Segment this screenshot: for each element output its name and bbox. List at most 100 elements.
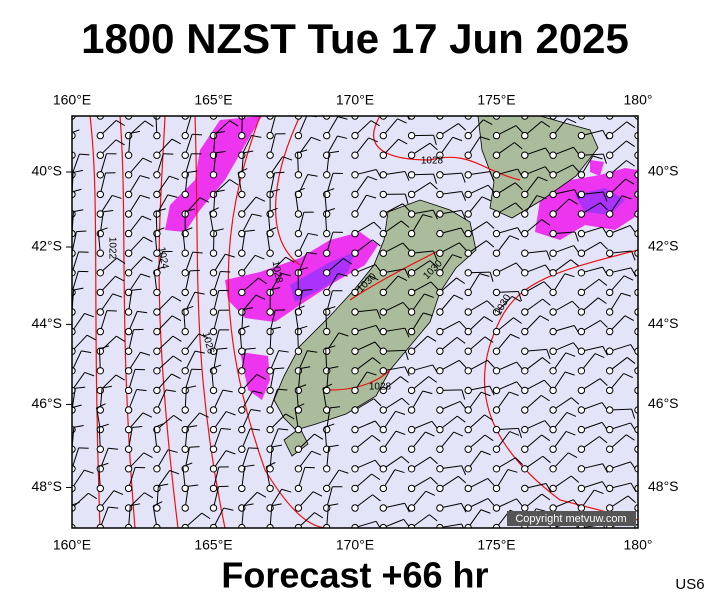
station	[407, 190, 416, 199]
station	[606, 504, 614, 512]
station	[549, 131, 557, 140]
barb-flag	[626, 121, 636, 129]
station	[521, 386, 529, 395]
barb-flag	[314, 512, 324, 519]
station	[521, 171, 529, 179]
station	[124, 347, 133, 355]
barb-flag	[242, 111, 252, 113]
station	[238, 406, 246, 414]
barb-flag	[140, 194, 150, 199]
station	[549, 465, 557, 473]
station	[96, 484, 105, 493]
barb-flag	[312, 491, 323, 497]
barb-flag	[510, 333, 520, 339]
barb-flag	[599, 202, 608, 211]
station	[124, 308, 133, 316]
station	[294, 327, 303, 336]
barb-flag	[429, 142, 438, 151]
barb-flag	[115, 119, 126, 127]
barb-flag	[251, 134, 262, 138]
station	[436, 504, 444, 512]
barb-flag	[329, 150, 340, 154]
station	[436, 347, 444, 355]
barb-flag	[367, 175, 378, 181]
barb-flag	[244, 464, 255, 468]
barb-flag	[429, 260, 438, 268]
barb-flag	[433, 135, 437, 146]
barb-flag	[185, 208, 195, 213]
station	[181, 151, 189, 159]
station	[577, 210, 586, 218]
station	[124, 406, 133, 414]
station	[492, 151, 501, 159]
barb-flag	[371, 473, 381, 481]
barb-flag	[285, 256, 295, 263]
barb-flag	[404, 268, 410, 279]
barb-flag	[461, 465, 467, 476]
lon-label-bottom: 160°E	[53, 537, 91, 553]
barb-staff	[637, 389, 638, 391]
station	[464, 229, 472, 238]
barb-flag	[271, 326, 281, 330]
barb-flag	[75, 386, 86, 389]
barb-flag	[660, 369, 663, 378]
barb-flag	[192, 251, 203, 254]
station	[521, 269, 529, 277]
station	[379, 151, 387, 159]
station	[379, 308, 387, 316]
barb-flag	[366, 194, 377, 199]
barb-flag	[324, 423, 335, 428]
barb-flag	[144, 120, 154, 127]
barb-flag	[565, 430, 576, 436]
station	[407, 484, 416, 493]
barb-flag	[307, 232, 318, 236]
station	[549, 288, 557, 297]
barb-flag	[143, 452, 153, 459]
station	[351, 308, 359, 316]
barb-flag	[544, 420, 552, 429]
barb-flag	[487, 360, 495, 368]
station	[521, 465, 529, 473]
station	[294, 465, 303, 473]
station	[521, 445, 529, 453]
barb-flag	[456, 277, 466, 284]
station	[521, 151, 529, 159]
barb-flag	[456, 336, 466, 344]
barb-staff	[637, 232, 638, 234]
station	[181, 386, 189, 395]
barb-flag	[631, 250, 636, 261]
barb-flag	[602, 191, 608, 202]
barb-flag	[84, 312, 95, 318]
station	[266, 327, 274, 336]
barb-flag	[186, 385, 197, 389]
station	[124, 171, 133, 179]
station	[153, 406, 161, 414]
barb-flag	[84, 469, 94, 474]
station	[521, 425, 529, 434]
station	[379, 406, 387, 414]
barb-flag	[188, 484, 199, 487]
barb-flag	[237, 168, 248, 174]
station	[464, 367, 472, 375]
station	[407, 171, 416, 179]
barb-flag	[343, 258, 352, 265]
barb-flag	[432, 209, 438, 220]
barb-flag	[158, 483, 169, 487]
station	[96, 151, 105, 159]
station	[124, 190, 133, 199]
station	[521, 504, 529, 512]
station	[606, 367, 614, 375]
station	[577, 131, 586, 140]
barb-staff	[128, 116, 129, 117]
barb-flag	[458, 360, 467, 368]
barb-flag	[597, 297, 607, 304]
barb-flag	[187, 170, 198, 174]
station	[124, 425, 133, 434]
station	[436, 190, 444, 199]
station	[436, 131, 444, 140]
station	[266, 151, 274, 159]
station	[96, 131, 105, 140]
barb-flag	[368, 137, 378, 143]
barb-flag	[574, 231, 579, 242]
barb-flag	[429, 514, 438, 522]
